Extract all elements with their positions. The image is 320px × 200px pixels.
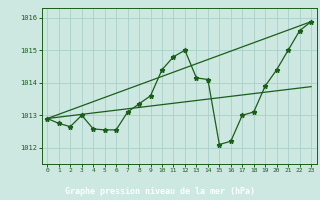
Text: Graphe pression niveau de la mer (hPa): Graphe pression niveau de la mer (hPa)	[65, 186, 255, 196]
